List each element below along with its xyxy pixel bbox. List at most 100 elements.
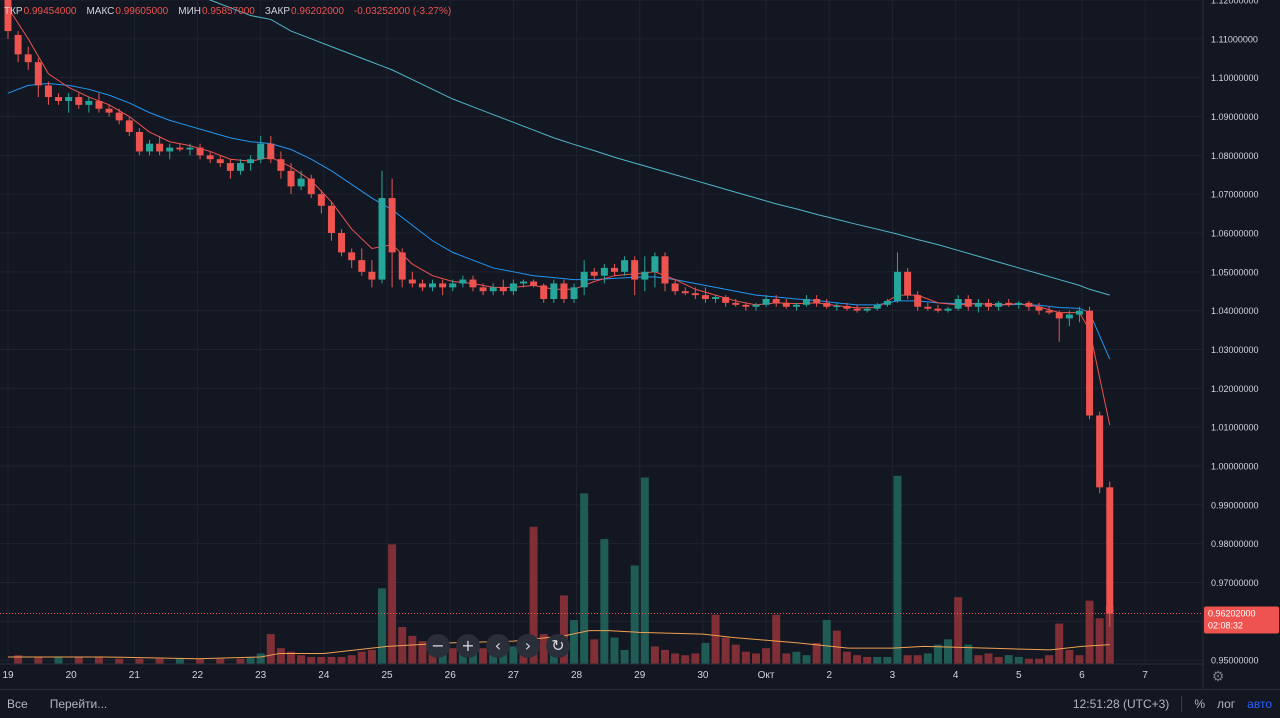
candle-body	[853, 308, 861, 311]
volume-bar	[792, 651, 801, 664]
candle	[1075, 306, 1083, 323]
volume-bar	[923, 653, 932, 664]
candle-body	[1005, 302, 1013, 305]
zoom-in-icon[interactable]: +	[456, 634, 480, 658]
candle	[661, 252, 669, 292]
zoom-out-icon[interactable]: −	[426, 634, 450, 658]
y-tick-label: 1.12000000	[1211, 0, 1259, 6]
candle	[176, 143, 184, 152]
candle-body	[196, 147, 204, 156]
scroll-left-icon[interactable]: ‹	[486, 634, 510, 658]
volume-bar	[347, 655, 356, 664]
candle-body	[247, 159, 255, 164]
goto-date-button[interactable]: Перейти...	[49, 697, 108, 711]
chart-navigation: − + ‹ › ↻	[426, 633, 570, 659]
auto-scale-button[interactable]: авто	[1247, 697, 1272, 711]
scroll-right-icon[interactable]: ›	[516, 634, 540, 658]
candle	[691, 287, 699, 299]
candle-body	[489, 287, 497, 292]
bottom-toolbar: Все Перейти... 12:51:28 (UTC+3) % лог ав…	[0, 689, 1280, 718]
percent-scale-button[interactable]: %	[1194, 697, 1205, 711]
candle	[570, 283, 578, 303]
candle-body	[883, 300, 891, 305]
y-tick-label: 1.05000000	[1211, 267, 1259, 277]
volume-bar	[327, 656, 336, 664]
candle-body	[509, 283, 517, 292]
candle	[530, 279, 538, 288]
candle	[206, 151, 214, 164]
candle	[267, 135, 275, 164]
x-tick-label: 2	[826, 670, 832, 681]
volume-bar	[913, 655, 922, 664]
candle	[590, 267, 598, 280]
candle-body	[590, 271, 598, 276]
volume-bar	[782, 653, 791, 664]
candle	[631, 256, 639, 296]
candle	[995, 300, 1003, 311]
y-tick-label: 0.95000000	[1211, 656, 1259, 666]
candle-body	[348, 252, 356, 261]
y-tick-label: 1.01000000	[1211, 423, 1259, 433]
candle-body	[378, 198, 386, 280]
volume-bar	[1055, 623, 1064, 664]
candle	[732, 298, 740, 307]
candle	[439, 279, 447, 296]
countdown-label: 02:08:32	[1208, 620, 1243, 630]
candle	[1096, 411, 1104, 494]
x-tick-label: 29	[634, 670, 646, 681]
y-tick-label: 1.08000000	[1211, 151, 1259, 161]
candle-body	[651, 256, 659, 272]
gear-icon[interactable]: ⚙	[1211, 669, 1225, 685]
volume-bar	[711, 614, 720, 664]
volume-bar	[559, 595, 568, 664]
candle-body	[459, 279, 467, 284]
candle-body	[55, 97, 63, 101]
candle	[65, 93, 73, 113]
clock-display[interactable]: 12:51:28 (UTC+3)	[1072, 697, 1170, 711]
log-scale-button[interactable]: лог	[1216, 697, 1236, 711]
close-value: ЗАКР0.96202000	[264, 5, 344, 17]
volume-bar	[357, 651, 366, 664]
candle	[550, 279, 558, 303]
candle	[317, 190, 325, 214]
candle-body	[914, 295, 922, 307]
volume-bar	[1105, 605, 1114, 664]
candle-body	[570, 287, 578, 299]
volume-bar	[944, 639, 953, 664]
candle	[257, 135, 265, 164]
volume-bar	[539, 634, 548, 664]
candle-body	[701, 295, 709, 299]
candle	[196, 143, 204, 160]
candle	[499, 279, 507, 296]
candle	[55, 93, 63, 105]
candle-body	[782, 302, 790, 307]
candle	[813, 295, 821, 307]
volume-bar	[1014, 656, 1023, 664]
candle	[166, 143, 174, 160]
candle	[904, 267, 912, 299]
candle-body	[499, 287, 507, 292]
candle	[1055, 310, 1063, 342]
x-tick-label: 27	[508, 670, 520, 681]
candle-body	[560, 283, 568, 299]
candle	[509, 279, 517, 296]
candle-body	[24, 54, 32, 63]
candle	[600, 264, 608, 284]
volume-bar	[701, 642, 710, 664]
candle	[226, 159, 234, 179]
candle	[34, 58, 42, 98]
range-all-button[interactable]: Все	[7, 697, 28, 711]
reset-icon[interactable]: ↻	[546, 634, 570, 658]
candle	[580, 260, 588, 296]
candle-body	[469, 279, 477, 288]
candle-body	[1086, 310, 1094, 416]
high-value: МАКС0.99605000	[86, 5, 169, 17]
candle	[823, 298, 831, 309]
candle-body	[691, 293, 699, 296]
x-tick-label: 4	[953, 670, 959, 681]
volume-bar	[772, 614, 781, 664]
candle	[398, 248, 406, 288]
candle	[479, 283, 487, 296]
candle-body	[95, 100, 103, 109]
